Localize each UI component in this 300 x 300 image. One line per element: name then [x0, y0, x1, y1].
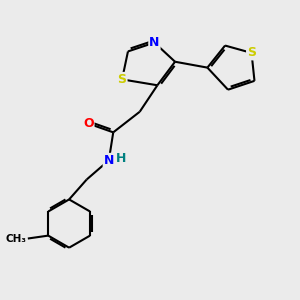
Text: N: N: [149, 36, 160, 49]
Text: S: S: [118, 73, 127, 86]
Text: N: N: [103, 154, 114, 167]
Text: O: O: [83, 117, 94, 130]
Text: S: S: [247, 46, 256, 59]
Text: CH₃: CH₃: [5, 233, 26, 244]
Text: H: H: [116, 152, 126, 165]
